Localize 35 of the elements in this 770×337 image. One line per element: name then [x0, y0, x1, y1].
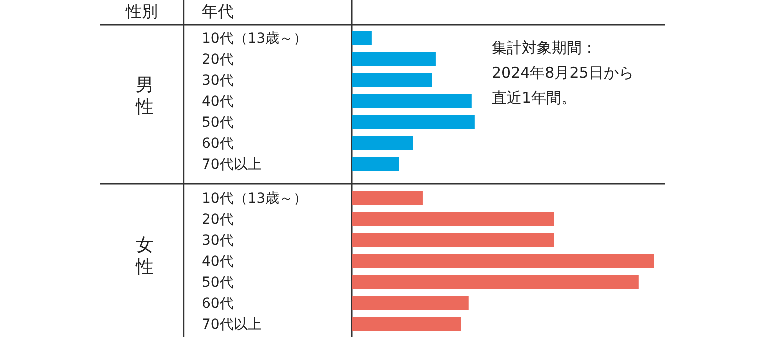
text: 男性 — [135, 75, 154, 118]
bar — [352, 275, 639, 289]
bar — [352, 31, 372, 45]
bar — [352, 296, 469, 310]
bar — [352, 94, 472, 108]
bar — [352, 212, 554, 226]
y-tick-label: 60代 — [202, 296, 234, 312]
y-tick-label: 50代 — [202, 115, 234, 131]
bar — [352, 233, 554, 247]
bar — [352, 115, 475, 129]
y-tick-label: 40代 — [202, 254, 234, 270]
bar — [352, 317, 462, 331]
bar — [352, 254, 654, 268]
bar — [352, 157, 400, 171]
bar — [352, 136, 414, 150]
y-tick-label: 10代（13歳～） — [202, 191, 308, 207]
y-tick-label: 70代以上 — [202, 157, 262, 173]
annotation: 直近1年間。 — [492, 89, 577, 107]
bar — [352, 52, 436, 66]
text: 女性 — [135, 235, 154, 278]
bar — [352, 191, 423, 205]
text: 年代 — [202, 2, 234, 21]
annotation: 2024年8月25日から — [492, 64, 634, 82]
y-tick-label: 50代 — [202, 275, 234, 291]
bar — [352, 73, 432, 87]
y-tick-label: 60代 — [202, 136, 234, 152]
y-tick-label: 20代 — [202, 212, 234, 228]
y-tick-label: 30代 — [202, 233, 234, 249]
annotation: 集計対象期間： — [492, 39, 597, 57]
y-tick-label: 30代 — [202, 73, 234, 89]
y-tick-label: 20代 — [202, 52, 234, 68]
y-tick-label: 70代以上 — [202, 317, 262, 333]
text: 性別 — [125, 2, 158, 21]
y-tick-label: 10代（13歳～） — [202, 31, 308, 47]
y-tick-label: 40代 — [202, 94, 234, 110]
